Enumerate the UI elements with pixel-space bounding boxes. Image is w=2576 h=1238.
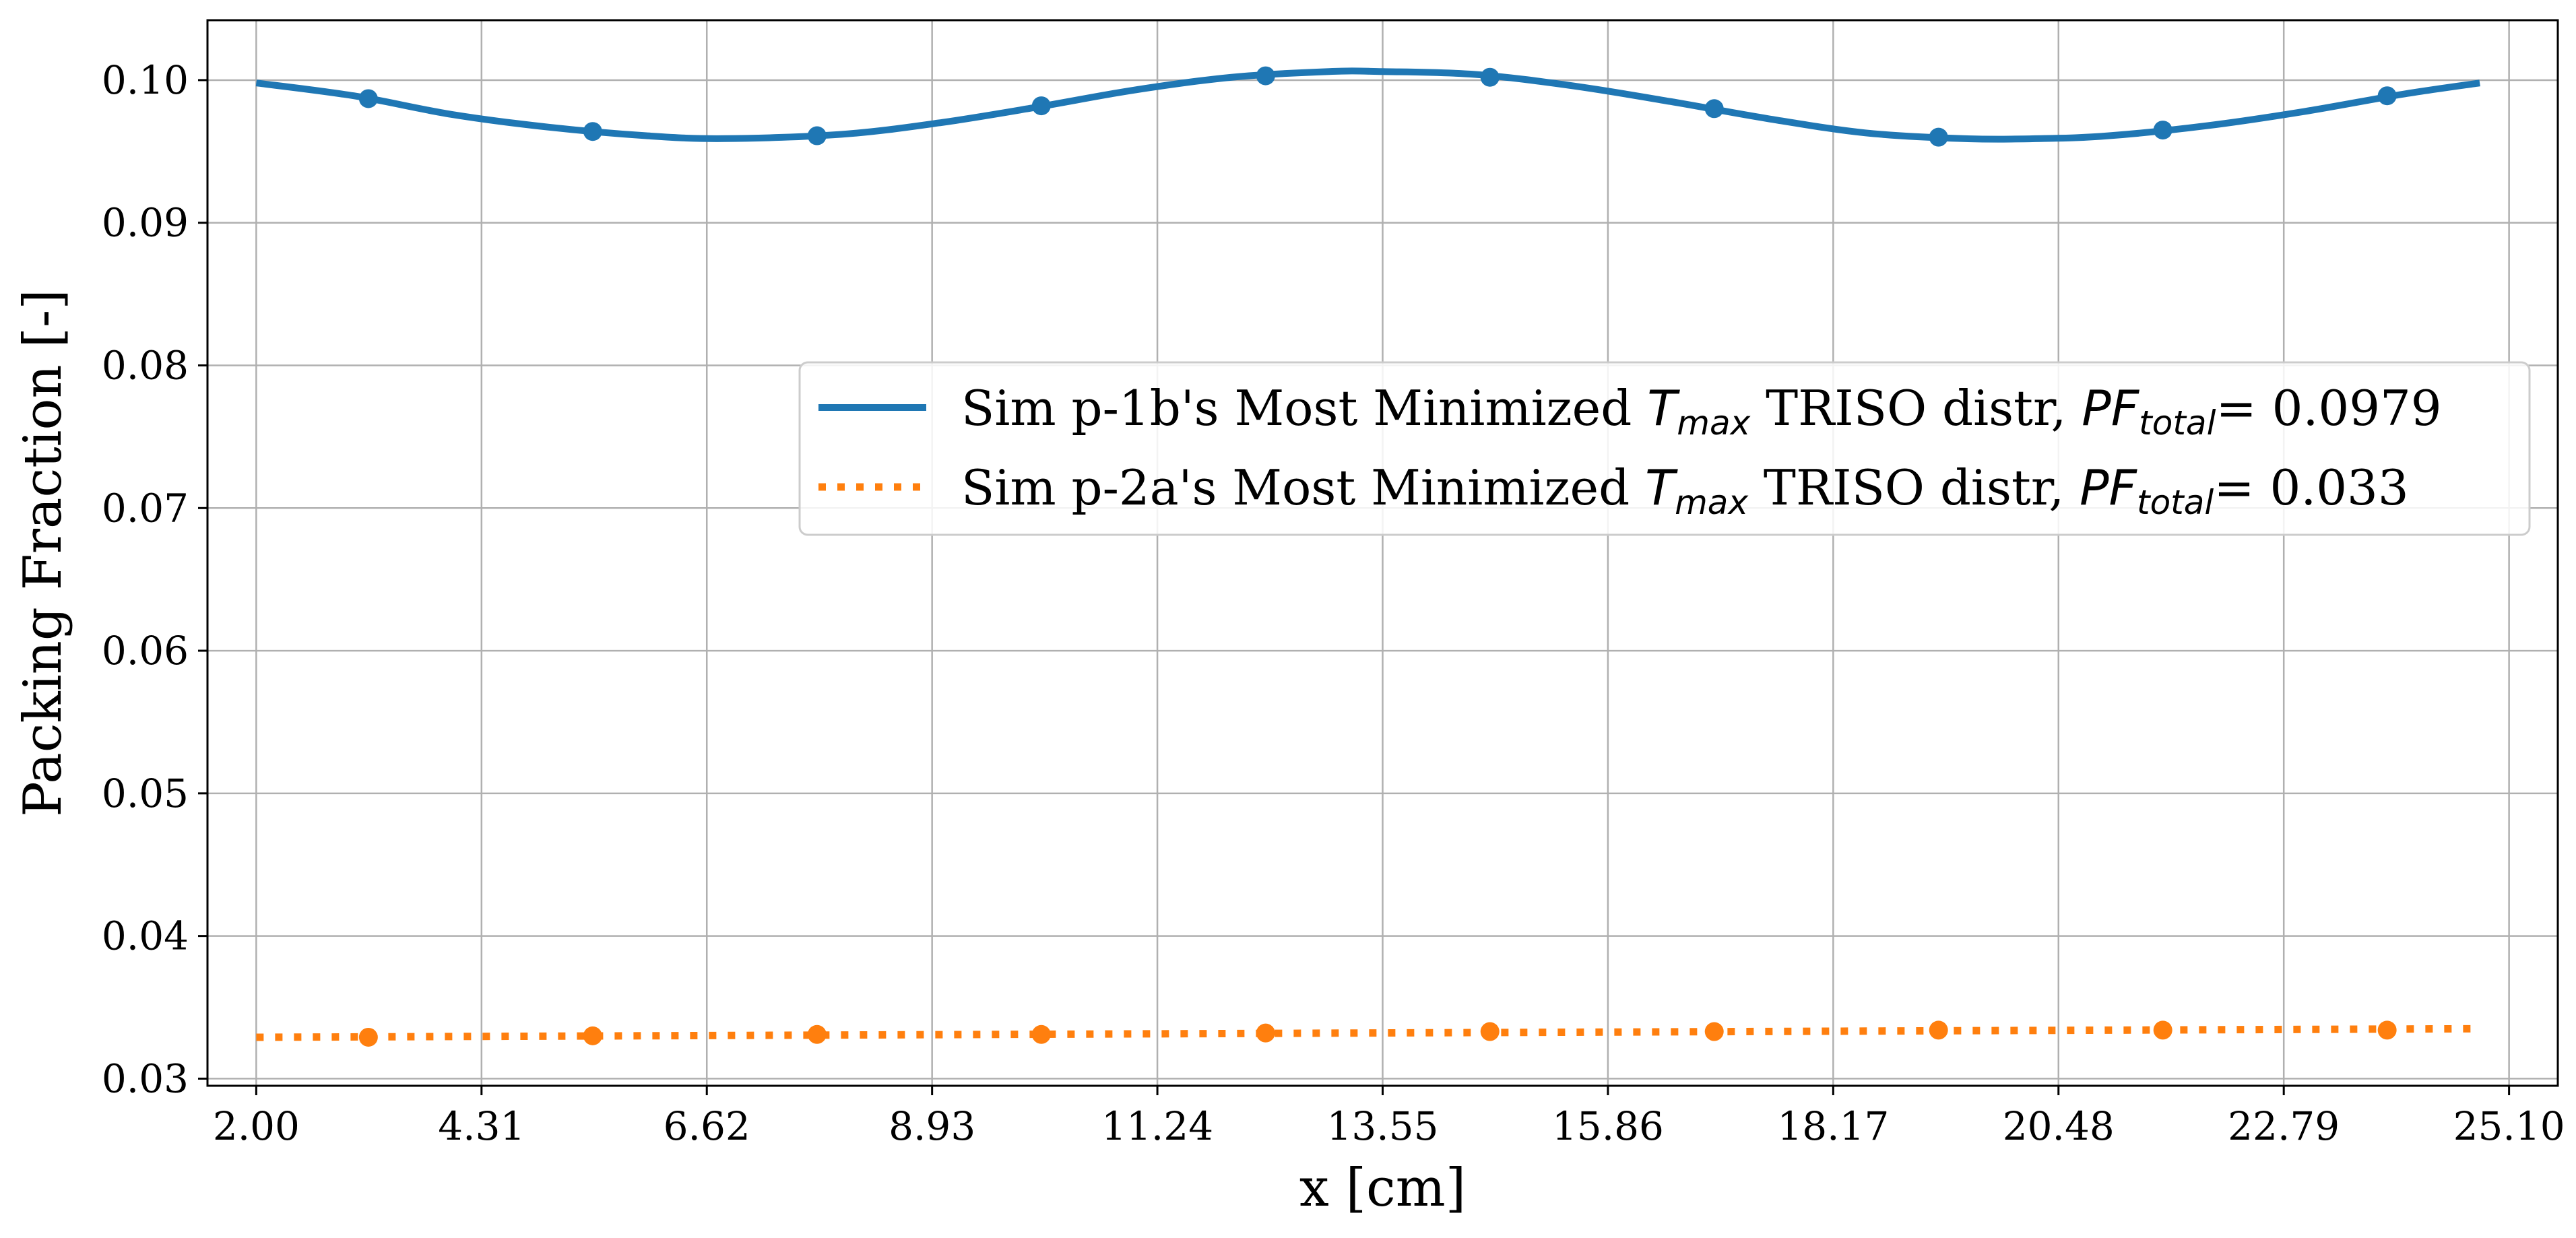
y-tick-label: 0.03 <box>102 1055 189 1101</box>
y-tick-label: 0.07 <box>102 485 189 531</box>
legend-box <box>798 361 2531 536</box>
series-2-point <box>1480 1022 1500 1041</box>
series-2 <box>256 1020 2480 1047</box>
series-1-point <box>1256 66 1275 86</box>
series-1-point <box>1480 67 1500 87</box>
series-1 <box>255 66 2480 147</box>
series-2-point <box>2153 1020 2172 1040</box>
series-2-point <box>2377 1020 2397 1040</box>
series-2-point <box>1704 1022 1724 1041</box>
series-1-point <box>1031 96 1051 116</box>
y-tick-label: 0.08 <box>102 343 189 389</box>
x-tick-label: 8.93 <box>889 1103 975 1149</box>
y-tick-label: 0.05 <box>102 771 189 816</box>
x-tick-label: 2.00 <box>213 1103 300 1149</box>
legend: Sim p-1b's Most Minimized Tmax TRISO dis… <box>798 361 2531 536</box>
y-tick-label: 0.06 <box>102 628 189 674</box>
x-tick-label: 13.55 <box>1326 1103 1438 1149</box>
y-tick-label: 0.10 <box>102 57 189 103</box>
series-1-line <box>255 67 2480 143</box>
y-tick-label: 0.04 <box>102 913 189 959</box>
series-1-point <box>807 126 827 145</box>
x-tick-label: 22.79 <box>2228 1103 2340 1149</box>
series-1-point <box>583 122 602 141</box>
series-2-point <box>358 1027 378 1047</box>
series-2-point <box>1256 1023 1275 1043</box>
series-layer <box>255 66 2480 1047</box>
series-2-line <box>256 1024 2480 1041</box>
series-1-point <box>2153 121 2172 140</box>
x-axis-label: x [cm] <box>1299 1158 1466 1218</box>
y-axis-label: Packing Fraction [-] <box>13 289 73 816</box>
series-1-point <box>1704 99 1724 119</box>
x-tick-label: 6.62 <box>664 1103 750 1149</box>
x-tick-label: 4.31 <box>438 1103 525 1149</box>
x-tick-label: 11.24 <box>1101 1103 1213 1149</box>
legend-entry-2: Sim p-2a's Most Minimized Tmax TRISO dis… <box>961 459 2409 522</box>
series-1-point <box>2377 86 2397 106</box>
x-tick-label: 18.17 <box>1777 1103 1889 1149</box>
series-1-point <box>1929 127 1948 147</box>
x-tick-label: 15.86 <box>1552 1103 1664 1149</box>
x-tick-label: 20.48 <box>2003 1103 2115 1149</box>
y-tick-label: 0.09 <box>102 200 189 246</box>
series-2-point <box>807 1024 827 1044</box>
legend-entry-1: Sim p-1b's Most Minimized Tmax TRISO dis… <box>961 380 2442 443</box>
series-1-point <box>358 89 378 108</box>
series-2-point <box>1929 1020 1948 1040</box>
ticks: 2.00 4.31 6.62 8.93 11.24 13.55 15.86 18.17 20.4… <box>102 57 2565 1149</box>
series-2-point <box>1031 1024 1051 1044</box>
x-tick-label: 25.10 <box>2453 1103 2565 1149</box>
series-2-point <box>583 1026 602 1045</box>
